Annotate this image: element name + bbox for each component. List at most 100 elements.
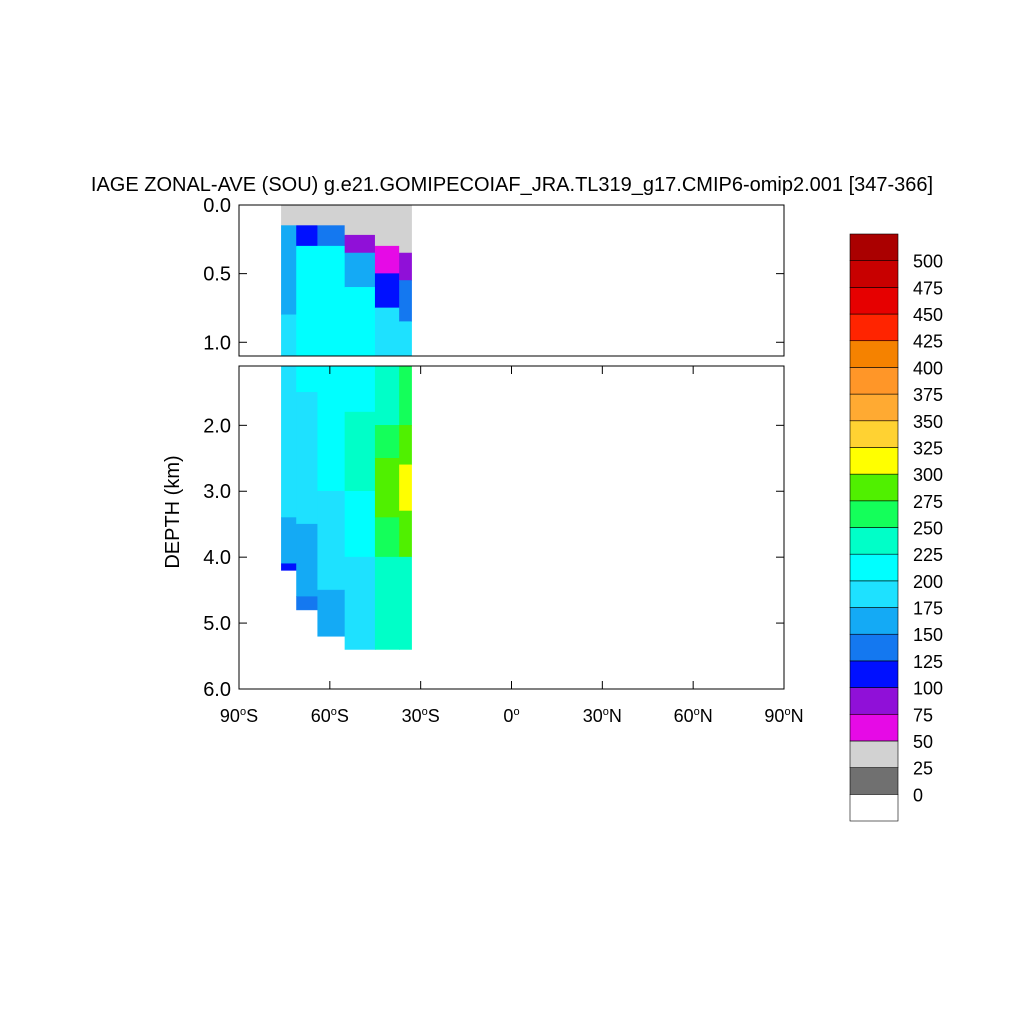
colorbar-label: 25 [913, 759, 933, 779]
colorbar-swatch [849, 447, 899, 475]
field-cell [399, 280, 412, 322]
field-cell [317, 589, 346, 637]
colorbar-swatch [849, 660, 899, 688]
colorbar-label: 275 [913, 492, 943, 512]
field-cell [281, 365, 297, 518]
x-axis: 90oS 60oS 30oS 0o 30oN 60oN 90oN [220, 366, 804, 726]
colorbar-label: 300 [913, 465, 943, 485]
field-cell [374, 273, 400, 309]
colorbar-swatch [849, 713, 899, 742]
field-cell [281, 314, 297, 357]
field-cell [317, 245, 346, 357]
colorbar: 0 25 50 75 100 125 150 175 200 225 250 275 300 325 350… [849, 233, 943, 822]
y-tick-label: 5.0 [203, 613, 231, 635]
field-cell [281, 204, 297, 226]
colorbar-swatch [849, 473, 899, 502]
colorbar-swatch [849, 313, 899, 342]
field-cell [374, 245, 400, 274]
field-cell [399, 510, 412, 558]
field-cell [317, 392, 346, 492]
field-cell [281, 563, 297, 571]
colorbar-swatch [849, 287, 899, 315]
y-tick-label: 3.0 [203, 481, 231, 503]
colorbar-swatch [849, 553, 899, 582]
colorbar-label: 325 [913, 438, 943, 458]
field-cell [344, 234, 376, 254]
colorbar-swatch [849, 420, 899, 448]
field-cell [344, 490, 376, 558]
colorbar-label: 475 [913, 278, 943, 298]
field-cell [344, 252, 376, 288]
colorbar-swatch [849, 767, 899, 795]
field-cell [317, 490, 346, 591]
field-cell [399, 365, 412, 426]
colorbar-label: 175 [913, 599, 943, 619]
colorbar-label: 0 [913, 785, 923, 805]
colorbar-swatch [849, 393, 899, 422]
field-cell [374, 425, 400, 459]
field-cell [374, 307, 400, 357]
colorbar-label: 100 [913, 679, 943, 699]
lower-panel: 2.0 3.0 4.0 5.0 6.0 [203, 365, 785, 701]
field-cell [296, 365, 319, 393]
colorbar-label: 150 [913, 625, 943, 645]
colorbar-label: 400 [913, 358, 943, 378]
field-cell [399, 321, 412, 357]
colorbar-swatch [849, 527, 899, 555]
y-tick-label: 0.0 [203, 195, 231, 217]
colorbar-swatch [849, 633, 899, 662]
field-cell [344, 287, 376, 357]
x-tick-label: 30oN [583, 706, 622, 726]
colorbar-swatch [849, 740, 899, 768]
field-cell [296, 392, 319, 525]
x-tick-label: 30oS [402, 706, 440, 726]
colorbar-label: 425 [913, 332, 943, 352]
colorbar-label: 500 [913, 252, 943, 272]
colorbar-swatch [849, 260, 899, 288]
field-cell [399, 556, 412, 650]
field-cell [374, 517, 400, 558]
field-cell [281, 517, 297, 565]
field-cell [399, 204, 412, 254]
colorbar-swatch [849, 607, 899, 635]
y-tick-label: 4.0 [203, 547, 231, 569]
colorbar-label: 450 [913, 305, 943, 325]
field-cell [344, 556, 376, 650]
field-cell [344, 365, 376, 413]
x-tick-label: 0o [503, 706, 519, 726]
field-cell [344, 204, 376, 236]
colorbar-swatch [849, 500, 899, 528]
field-cell [296, 245, 319, 357]
colorbar-label: 250 [913, 519, 943, 539]
x-tick-label: 90oS [220, 706, 258, 726]
colorbar-label: 375 [913, 385, 943, 405]
colorbar-label: 200 [913, 572, 943, 592]
colorbar-swatch [849, 340, 899, 368]
field-cell [296, 523, 319, 598]
colorbar-label: 350 [913, 412, 943, 432]
field-cell [281, 225, 297, 316]
y-axis-label: DEPTH (km) [162, 455, 184, 568]
chart-title: IAGE ZONAL-AVE (SOU) g.e21.GOMIPECOIAF_J… [91, 174, 933, 196]
field-cell [374, 365, 400, 426]
x-tick-label: 60oS [311, 706, 349, 726]
y-tick-label: 0.5 [203, 264, 231, 286]
x-tick-label: 90oN [764, 706, 803, 726]
field-cell [399, 425, 412, 466]
y-tick-label: 6.0 [203, 679, 231, 701]
field-cell [374, 556, 400, 650]
field-cell [399, 464, 412, 512]
field-cell [296, 596, 319, 611]
colorbar-swatch [849, 367, 899, 395]
field-cell [399, 252, 412, 281]
field-cell [344, 411, 376, 492]
field-cell [317, 204, 346, 226]
colorbar-label: 75 [913, 705, 933, 725]
colorbar-label: 50 [913, 732, 933, 752]
y-tick-label: 1.0 [203, 332, 231, 354]
field-cell [374, 204, 400, 247]
colorbar-label: 125 [913, 652, 943, 672]
x-tick-label: 60oN [674, 706, 713, 726]
panel-frame [238, 204, 785, 357]
